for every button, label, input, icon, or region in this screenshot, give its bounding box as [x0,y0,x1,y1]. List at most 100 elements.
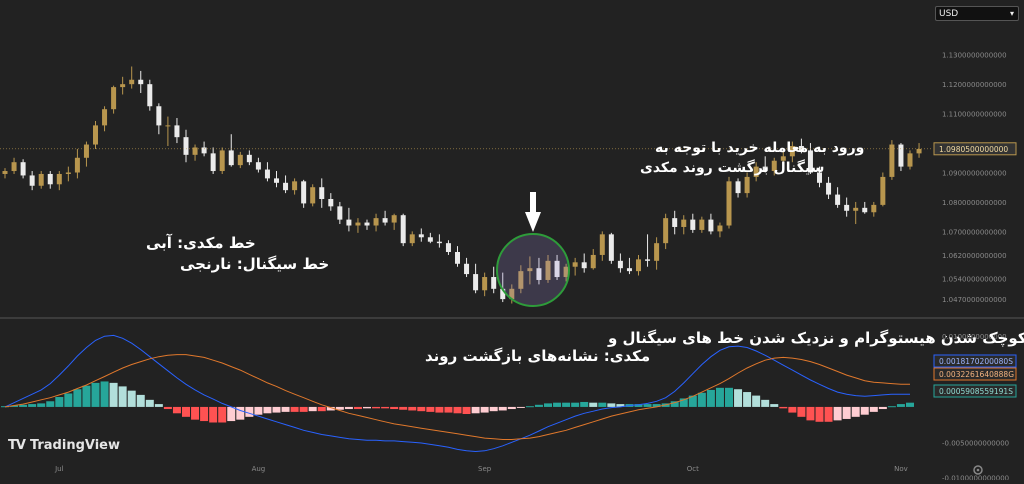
candle-body [120,84,126,88]
candle [129,66,135,89]
candle [491,266,497,294]
candle-body [165,125,171,127]
candle [283,175,289,194]
candle-body [817,172,822,183]
legend-note-macd: خط مکدی: آبی [146,234,256,252]
candle-body [445,243,451,252]
candle [292,178,298,195]
settings-gear-icon[interactable] [973,465,983,475]
histogram-bar [498,406,507,411]
candle-body [29,175,35,186]
candle [373,213,379,232]
histogram-bar [317,406,326,412]
candle [183,129,189,163]
candle-body [102,109,108,126]
histogram-bar [290,406,299,412]
candle [726,176,732,229]
histogram-bar [580,401,589,407]
candle [445,240,451,255]
histogram-bar [878,406,887,410]
candle-body [826,182,832,195]
candle [617,253,623,273]
candle [599,231,605,261]
histogram-bar [761,399,770,407]
histogram-bar [335,406,344,410]
candle [654,237,660,270]
histogram-bar [82,385,91,407]
histogram-bar [163,406,172,410]
candle [473,263,479,294]
histogram-bar [544,403,552,407]
candle-body [780,156,786,161]
candle-body [871,204,877,213]
candle-body [771,160,777,172]
candle [11,157,17,174]
candle [898,143,904,172]
candle [219,147,225,174]
candle-body [418,234,424,238]
candle [807,143,813,174]
candle-body [301,181,307,204]
candle [889,140,895,180]
histogram-bar [679,398,688,407]
candle [663,213,669,250]
histogram-bar [598,402,607,407]
histogram-bar [191,406,200,420]
candle-body [500,288,506,300]
candle [427,232,433,244]
histogram-bar [616,404,625,407]
histogram-bar [507,406,516,410]
histogram-bar [209,406,218,423]
candle [817,166,822,188]
candle-body [572,262,578,267]
histogram-bar [344,406,353,410]
candle-body [264,169,270,179]
candle [636,254,641,276]
candle-body [38,173,44,186]
histogram-bar [353,406,362,410]
candlestick-series [2,66,922,304]
candle-body [237,154,243,166]
candle-body [355,222,361,226]
candle-body [545,260,551,280]
current-price-box [933,142,1017,156]
candle [29,171,35,191]
histogram-bar [896,404,905,407]
candle-body [93,125,98,145]
histogram-bar [263,406,272,414]
histogram-bar [697,392,706,407]
candle-body [645,259,651,261]
candle [835,187,841,208]
histogram-bar [743,392,752,407]
macd-axis[interactable]: 0.0100000000000 -0.0050000000000 -0.010000… [942,333,1009,483]
histogram-bar [788,406,797,413]
candle-body [482,277,488,291]
candle-body [636,259,641,272]
candle [310,184,316,207]
macd-value-tags: 0.0018170200080S 0.0032261640888G 0.000590… [933,354,1017,398]
candle-body [319,187,325,199]
candle-body [409,234,415,244]
histogram-bar [670,401,679,407]
histogram-bar [10,405,19,407]
candle [798,138,804,154]
candle-body [174,125,180,138]
candle-body [681,219,687,227]
time-tick-label: Oct [687,465,699,473]
candle-body [798,146,804,151]
histogram-bar [281,406,290,412]
macd-tick-label: 0.0100000000000 [942,333,1007,341]
histogram-bar [725,387,733,407]
time-axis[interactable]: JulAugSepOctNovDec [54,465,1024,473]
candle [255,157,261,173]
candle [2,168,8,179]
candle [301,179,307,208]
price-axis[interactable]: 1.1300000000000 1.1200000000000 1.11000000… [942,52,1007,304]
candle-body [228,150,234,166]
histogram-bar [534,404,543,407]
currency-selector[interactable]: USD ▾ [935,6,1019,21]
candle-body [898,144,904,167]
histogram-bar [37,403,46,407]
histogram-bar [571,402,580,407]
